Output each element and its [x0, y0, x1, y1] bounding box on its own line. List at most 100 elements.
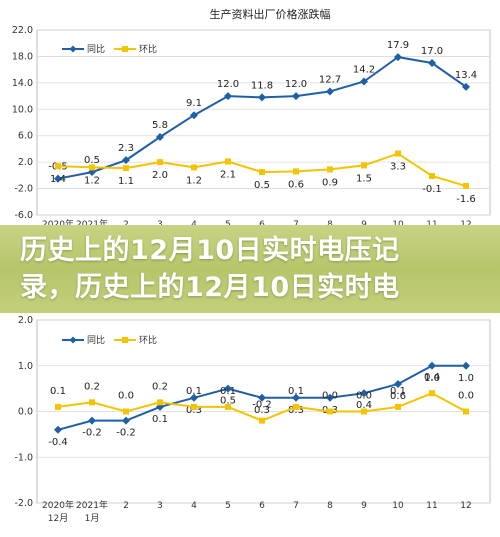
data-point	[156, 133, 164, 142]
y-tick-label: -2.0	[14, 498, 33, 509]
data-label: 11.8	[251, 80, 273, 91]
data-point	[258, 393, 266, 402]
data-point	[327, 166, 333, 173]
data-point	[361, 408, 367, 415]
data-point	[157, 159, 163, 166]
data-label: 1.0	[458, 373, 474, 384]
x-tick-label: 3	[157, 220, 163, 225]
x-tick-label: 6	[259, 220, 265, 225]
data-point	[191, 164, 197, 171]
data-point	[259, 169, 265, 176]
y-tick-label: 6.0	[18, 131, 33, 142]
data-label: 1.1	[118, 176, 134, 187]
data-point	[394, 53, 402, 62]
x-tick-label: 12	[460, 501, 471, 511]
x-tick-label: 5	[225, 501, 231, 511]
data-point	[428, 59, 436, 68]
x-tick-label: 4	[191, 501, 197, 511]
data-label: 12.0	[217, 79, 239, 90]
y-tick-label: -6.0	[14, 210, 33, 221]
data-label: 12.0	[285, 79, 307, 90]
data-label: 0.5	[220, 396, 236, 407]
data-label: 0.0	[322, 391, 338, 402]
data-label: 0.0	[356, 391, 372, 402]
data-label: 0.6	[288, 179, 304, 190]
x-tick-label: 2	[123, 501, 129, 511]
data-point	[326, 87, 334, 96]
data-label: -0.2	[116, 428, 136, 439]
y-tick-label: 22.0	[12, 25, 33, 36]
data-point	[463, 182, 469, 189]
data-label: -0.4	[48, 437, 68, 448]
data-label: 0.1	[50, 386, 66, 397]
headline-line-1: 历史上的12月10日实时电压记	[20, 235, 400, 266]
data-point	[54, 174, 62, 183]
data-point	[122, 416, 130, 425]
data-label: 9.1	[186, 98, 202, 109]
chart-title: 生产资料出厂价格涨跌幅	[210, 7, 331, 21]
x-tick-label: 4	[191, 220, 197, 225]
data-label: 0.3	[186, 405, 202, 416]
y-tick-label: -2.0	[14, 184, 33, 195]
data-label: 0.5	[84, 155, 100, 166]
data-label: 2.0	[152, 170, 168, 181]
chart-consumer-prices: 生活资料出厂价格涨跌幅-2.0-1.00.01.02.02020年2021年23…	[14, 315, 491, 524]
x-tick-label: 9	[361, 220, 367, 225]
data-point	[156, 402, 164, 411]
x-tick-label: 10	[392, 501, 404, 511]
data-label: 0.1	[390, 386, 406, 397]
data-label: 1.4	[50, 174, 66, 185]
x-tick-label: 12月	[48, 513, 68, 524]
data-label: 0.2	[84, 381, 100, 392]
data-label: 0.1	[186, 386, 202, 397]
y-tick-label: 10.0	[12, 104, 33, 115]
data-label: -1.6	[456, 194, 476, 205]
data-label: 0.1	[220, 386, 236, 397]
y-tick-label: 2.0	[18, 315, 33, 326]
data-label: 0.4	[424, 372, 440, 383]
data-label: 1.5	[356, 173, 372, 184]
data-label: 5.8	[152, 120, 168, 131]
data-point	[360, 77, 368, 86]
data-point	[55, 403, 61, 410]
data-point	[157, 399, 163, 406]
data-label: 1.2	[186, 175, 202, 186]
data-label: 0.3	[254, 405, 270, 416]
data-point	[429, 173, 435, 180]
chart-production-prices: 生产资料出厂价格涨跌幅-6.0-2.02.06.010.014.018.022.…	[12, 7, 491, 225]
data-label: 2.1	[220, 169, 236, 180]
data-point	[293, 403, 299, 410]
x-tick-label: 1月	[85, 513, 100, 524]
series-line-1	[57, 56, 467, 180]
y-tick-label: 2.0	[18, 157, 33, 168]
data-point	[190, 393, 198, 402]
x-tick-label: 2020年	[42, 218, 74, 225]
data-label: 1.2	[84, 175, 100, 186]
y-tick-label: 18.0	[12, 51, 33, 62]
x-tick-label: 2021年	[76, 218, 108, 225]
x-tick-label: 11	[426, 501, 437, 511]
data-label: 0.3	[288, 405, 304, 416]
data-label: 0.6	[390, 391, 406, 402]
x-tick-label: 9	[361, 501, 367, 511]
legend-marker	[69, 336, 77, 344]
data-label: 3.3	[390, 162, 406, 173]
chart-panel-consumer: 生活资料出厂价格涨跌幅-2.0-1.00.01.02.02020年2021年23…	[0, 313, 500, 537]
data-point	[191, 403, 197, 410]
data-label: 0.1	[152, 414, 168, 425]
data-label: 0.9	[322, 177, 338, 188]
legend-marker	[122, 46, 128, 52]
data-label: 17.0	[421, 46, 443, 57]
data-label: 0.5	[254, 180, 270, 191]
data-point	[463, 408, 469, 415]
y-tick-label: -1.0	[14, 452, 33, 463]
x-tick-label: 12	[460, 220, 471, 225]
data-point	[190, 111, 198, 120]
data-label: 14.2	[353, 65, 375, 76]
data-point	[292, 92, 300, 101]
data-point	[327, 408, 333, 415]
data-point	[395, 403, 401, 410]
legend-label: 环比	[139, 334, 157, 346]
data-label: 0.0	[118, 391, 134, 402]
data-label: -0.2	[82, 428, 102, 439]
